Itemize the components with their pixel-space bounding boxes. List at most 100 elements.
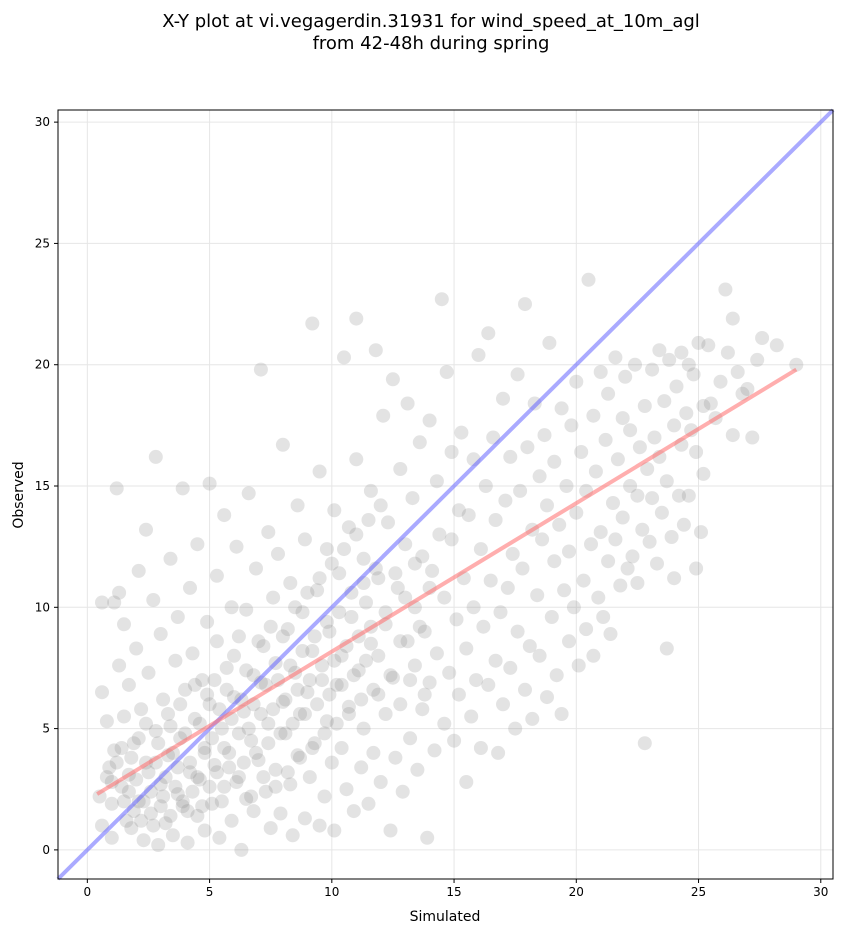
scatter-point xyxy=(429,646,444,661)
scatter-point xyxy=(109,481,124,496)
scatter-point xyxy=(356,551,371,566)
scatter-point xyxy=(129,641,144,656)
scatter-point xyxy=(647,430,662,445)
scatter-point xyxy=(496,697,510,712)
scatter-point xyxy=(317,726,332,741)
scatter-point xyxy=(302,673,317,688)
scatter-point xyxy=(359,595,373,610)
scatter-point xyxy=(121,784,136,799)
scatter-point xyxy=(334,677,349,692)
scatter-point xyxy=(293,750,307,765)
x-tick-label: 10 xyxy=(324,885,339,899)
scatter-point xyxy=(329,677,344,692)
scatter-point xyxy=(327,503,342,518)
scatter-point xyxy=(253,707,268,721)
scatter-point xyxy=(351,663,366,678)
scatter-point xyxy=(520,440,535,455)
scatter-point xyxy=(175,794,190,809)
scatter-point xyxy=(385,372,400,387)
scatter-point xyxy=(503,449,518,464)
scatter-point xyxy=(681,488,696,503)
scatter-point xyxy=(239,791,254,806)
scatter-point xyxy=(322,624,337,639)
scatter-point xyxy=(417,687,432,702)
scatter-point xyxy=(312,818,327,833)
scatter-point xyxy=(571,658,586,673)
scatter-point xyxy=(297,707,312,721)
scatter-point xyxy=(718,282,733,297)
scatter-point xyxy=(349,527,364,542)
scatter-point xyxy=(412,435,427,450)
scatter-point xyxy=(305,644,320,658)
scatter-point xyxy=(471,348,486,362)
scatter-point xyxy=(104,830,119,845)
scatter-point xyxy=(332,566,347,581)
scatter-point xyxy=(131,731,146,746)
scatter-point xyxy=(102,760,117,775)
scatter-point xyxy=(163,551,178,566)
x-tick-label: 30 xyxy=(813,885,828,899)
scatter-point xyxy=(92,789,107,804)
scatter-point xyxy=(319,714,334,729)
scatter-point xyxy=(745,430,760,445)
scatter-point xyxy=(341,707,356,721)
scatter-point xyxy=(327,653,342,668)
scatter-point xyxy=(334,648,349,663)
scatter-point xyxy=(564,418,579,433)
scatter-point xyxy=(552,517,567,532)
scatter-point xyxy=(547,554,562,569)
scatter-point xyxy=(669,379,684,394)
scatter-point xyxy=(574,445,589,459)
scatter-point xyxy=(124,750,139,765)
scatter-point xyxy=(395,784,410,799)
x-tick-label: 25 xyxy=(691,885,706,899)
scatter-point xyxy=(420,830,435,845)
scatter-point xyxy=(579,622,594,637)
scatter-point xyxy=(192,716,207,731)
y-tick-label: 15 xyxy=(35,479,50,493)
scatter-point xyxy=(263,821,278,836)
scatter-point xyxy=(261,525,276,540)
scatter-point xyxy=(271,546,285,561)
y-tick-label: 25 xyxy=(35,236,50,250)
scatter-point xyxy=(197,745,212,760)
scatter-point xyxy=(393,634,408,649)
scatter-point xyxy=(312,464,327,479)
scatter-point xyxy=(383,668,398,683)
scatter-point xyxy=(449,612,464,627)
scatter-point xyxy=(510,367,525,382)
scatter-point xyxy=(249,745,263,760)
scatter-point xyxy=(112,658,127,673)
scatter-point xyxy=(483,573,498,588)
scatter-point xyxy=(249,561,263,576)
scatter-point xyxy=(356,721,371,736)
scatter-point xyxy=(601,554,616,569)
scatter-point xyxy=(429,474,444,489)
scatter-point xyxy=(285,716,300,731)
scatter-point xyxy=(500,580,515,595)
scatter-point xyxy=(305,316,320,331)
scatter-point xyxy=(630,488,645,503)
scatter-point xyxy=(371,687,386,702)
scatter-point xyxy=(251,753,266,768)
scatter-point xyxy=(197,741,212,755)
scatter-point xyxy=(251,634,266,649)
scatter-point xyxy=(165,828,180,843)
scatter-point xyxy=(388,566,403,581)
scatter-point xyxy=(378,707,393,721)
scatter-point xyxy=(437,590,452,605)
scatter-point xyxy=(297,811,312,826)
scatter-point xyxy=(601,386,616,401)
scatter-point xyxy=(361,796,376,811)
scatter-point xyxy=(300,685,315,700)
scatter-point xyxy=(244,789,259,804)
scatter-point xyxy=(598,432,613,447)
scatter-point xyxy=(341,520,356,535)
scatter-point xyxy=(315,673,329,688)
scatter-point xyxy=(608,350,623,365)
scatter-point xyxy=(376,408,391,423)
scatter-point xyxy=(459,641,474,656)
scatter-point xyxy=(217,741,232,755)
scatter-point xyxy=(112,585,127,600)
scatter-point xyxy=(525,711,540,726)
